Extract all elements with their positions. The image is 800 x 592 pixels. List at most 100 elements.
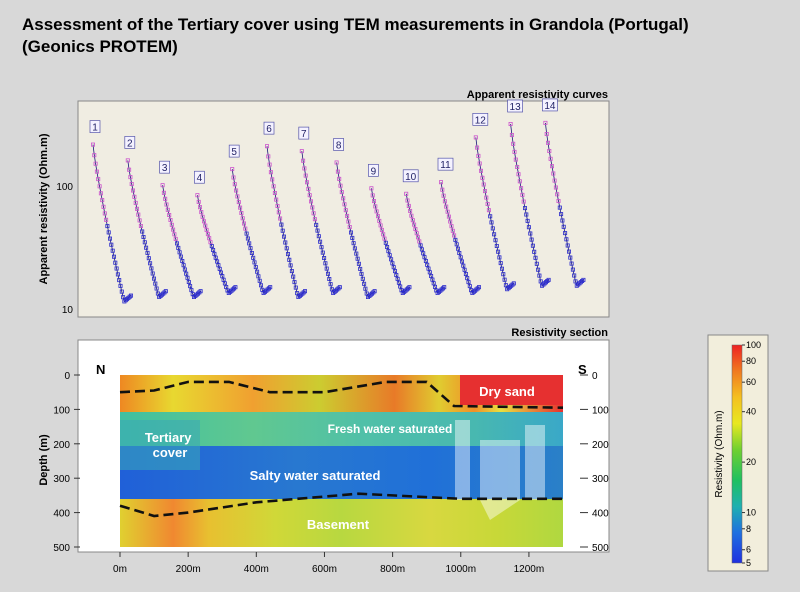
colorbar-tick-label: 100 [746,340,761,350]
curve-12-point [481,182,486,187]
curve-10-point [406,203,411,208]
curve-4-point [195,193,200,198]
curve-label-1: 1 [92,123,98,134]
curve-13-point [537,273,542,278]
curve-11: 11 [437,157,481,295]
curve-7-point [325,271,330,276]
curve-3-point [180,258,185,263]
curve-13-point [521,199,526,204]
curve-1-point [100,198,105,203]
curve-5: 5 [228,144,273,295]
curves-y-tick-100: 100 [56,182,73,193]
curve-5-point [231,175,236,180]
curve-line-9 [371,188,410,294]
label-basement: Basement [307,517,370,532]
curves-chart-title: Apparent resistivity curves [467,89,608,101]
curve-10-point [409,213,414,218]
curve-13: 13 [507,99,551,288]
curve-13-point [512,149,517,154]
curve-9-point [383,240,388,245]
curve-11-point [466,280,471,285]
section-image [120,375,563,547]
curve-7: 7 [298,126,342,295]
curve-9-point [379,227,384,232]
curves-y-tick-10: 10 [62,305,74,316]
curve-4-point [207,236,212,241]
curve-8-point [342,202,347,207]
colorbar-tick-label: 60 [746,377,756,387]
curve-8-point [359,271,364,276]
curve-9-point [377,218,382,223]
curve-11-point [441,193,446,198]
curve-6-point [295,291,300,296]
curve-12-point [501,272,506,277]
curve-12-point [492,232,497,237]
depth-tick-left: 300 [53,474,70,485]
curve-14-point [555,192,560,197]
layer-basement-band [120,499,563,547]
curve-5-point [253,265,258,270]
curve-1-point [97,184,102,189]
curve-line-11 [440,182,480,294]
curve-6-point [280,228,285,233]
curve-1-point [93,161,98,166]
curve-13-point [511,141,516,146]
curve-1-point [121,295,126,300]
curve-10-point [430,277,435,282]
curve-8-point [335,169,340,174]
curve-13-point [532,249,537,254]
curve-label-7: 7 [301,129,307,140]
curve-10-point [418,243,423,248]
curve-12-point [476,153,481,158]
curve-5-point [245,236,250,241]
curve-10-point [442,285,447,290]
curve-label-box-3 [159,160,170,174]
curve-13-point [520,192,525,197]
curve-7-point [337,285,342,290]
curve-label-11: 11 [440,160,451,171]
curve-12-point [480,175,485,180]
curve-14-point [561,224,566,229]
curve-2-point [130,188,135,193]
curve-9-point [392,269,397,274]
curve-1-point [110,248,115,253]
curve-2-point [145,250,150,255]
curve-2-point [128,175,133,180]
curve-7-point [311,211,316,216]
curve-4-point [212,251,217,256]
curve-5-point [255,269,260,274]
curve-14-point [570,267,575,272]
curve-7-point [328,282,333,287]
curve-13-point [519,186,524,191]
curve-3-point [169,222,174,227]
depth-tick-right: 500 [592,543,609,554]
curve-1-point [94,169,99,174]
curve-9-point [378,223,383,228]
curve-11-point [455,246,460,251]
curve-2-point [129,181,134,186]
curve-3-point [167,212,172,217]
curve-3-point [172,232,177,237]
curve-3: 3 [159,160,203,299]
curve-13-point [524,212,529,217]
curve-9-point [374,209,379,214]
colorbar-label: Resistivity (Ohm.m) [714,410,725,497]
curve-12-point [503,283,508,288]
dry-sand-red-patch [460,375,563,405]
curve-9-point [407,285,412,290]
curve-3-point [171,227,176,232]
curve-line-12 [475,137,515,290]
curve-8-point [355,256,360,261]
depth-tick-left: 200 [53,440,70,451]
curve-label-5: 5 [231,147,237,158]
curve-1-point [102,211,107,216]
curve-14-point [543,120,548,125]
curve-8-point [360,276,365,281]
curve-9-point [382,236,387,241]
curve-6-point [266,154,271,159]
curve-6-point [287,257,292,262]
curve-1: 1 [89,120,133,304]
curve-14-point [563,231,568,236]
curve-9-point [381,232,386,237]
curve-7-point [301,158,306,163]
